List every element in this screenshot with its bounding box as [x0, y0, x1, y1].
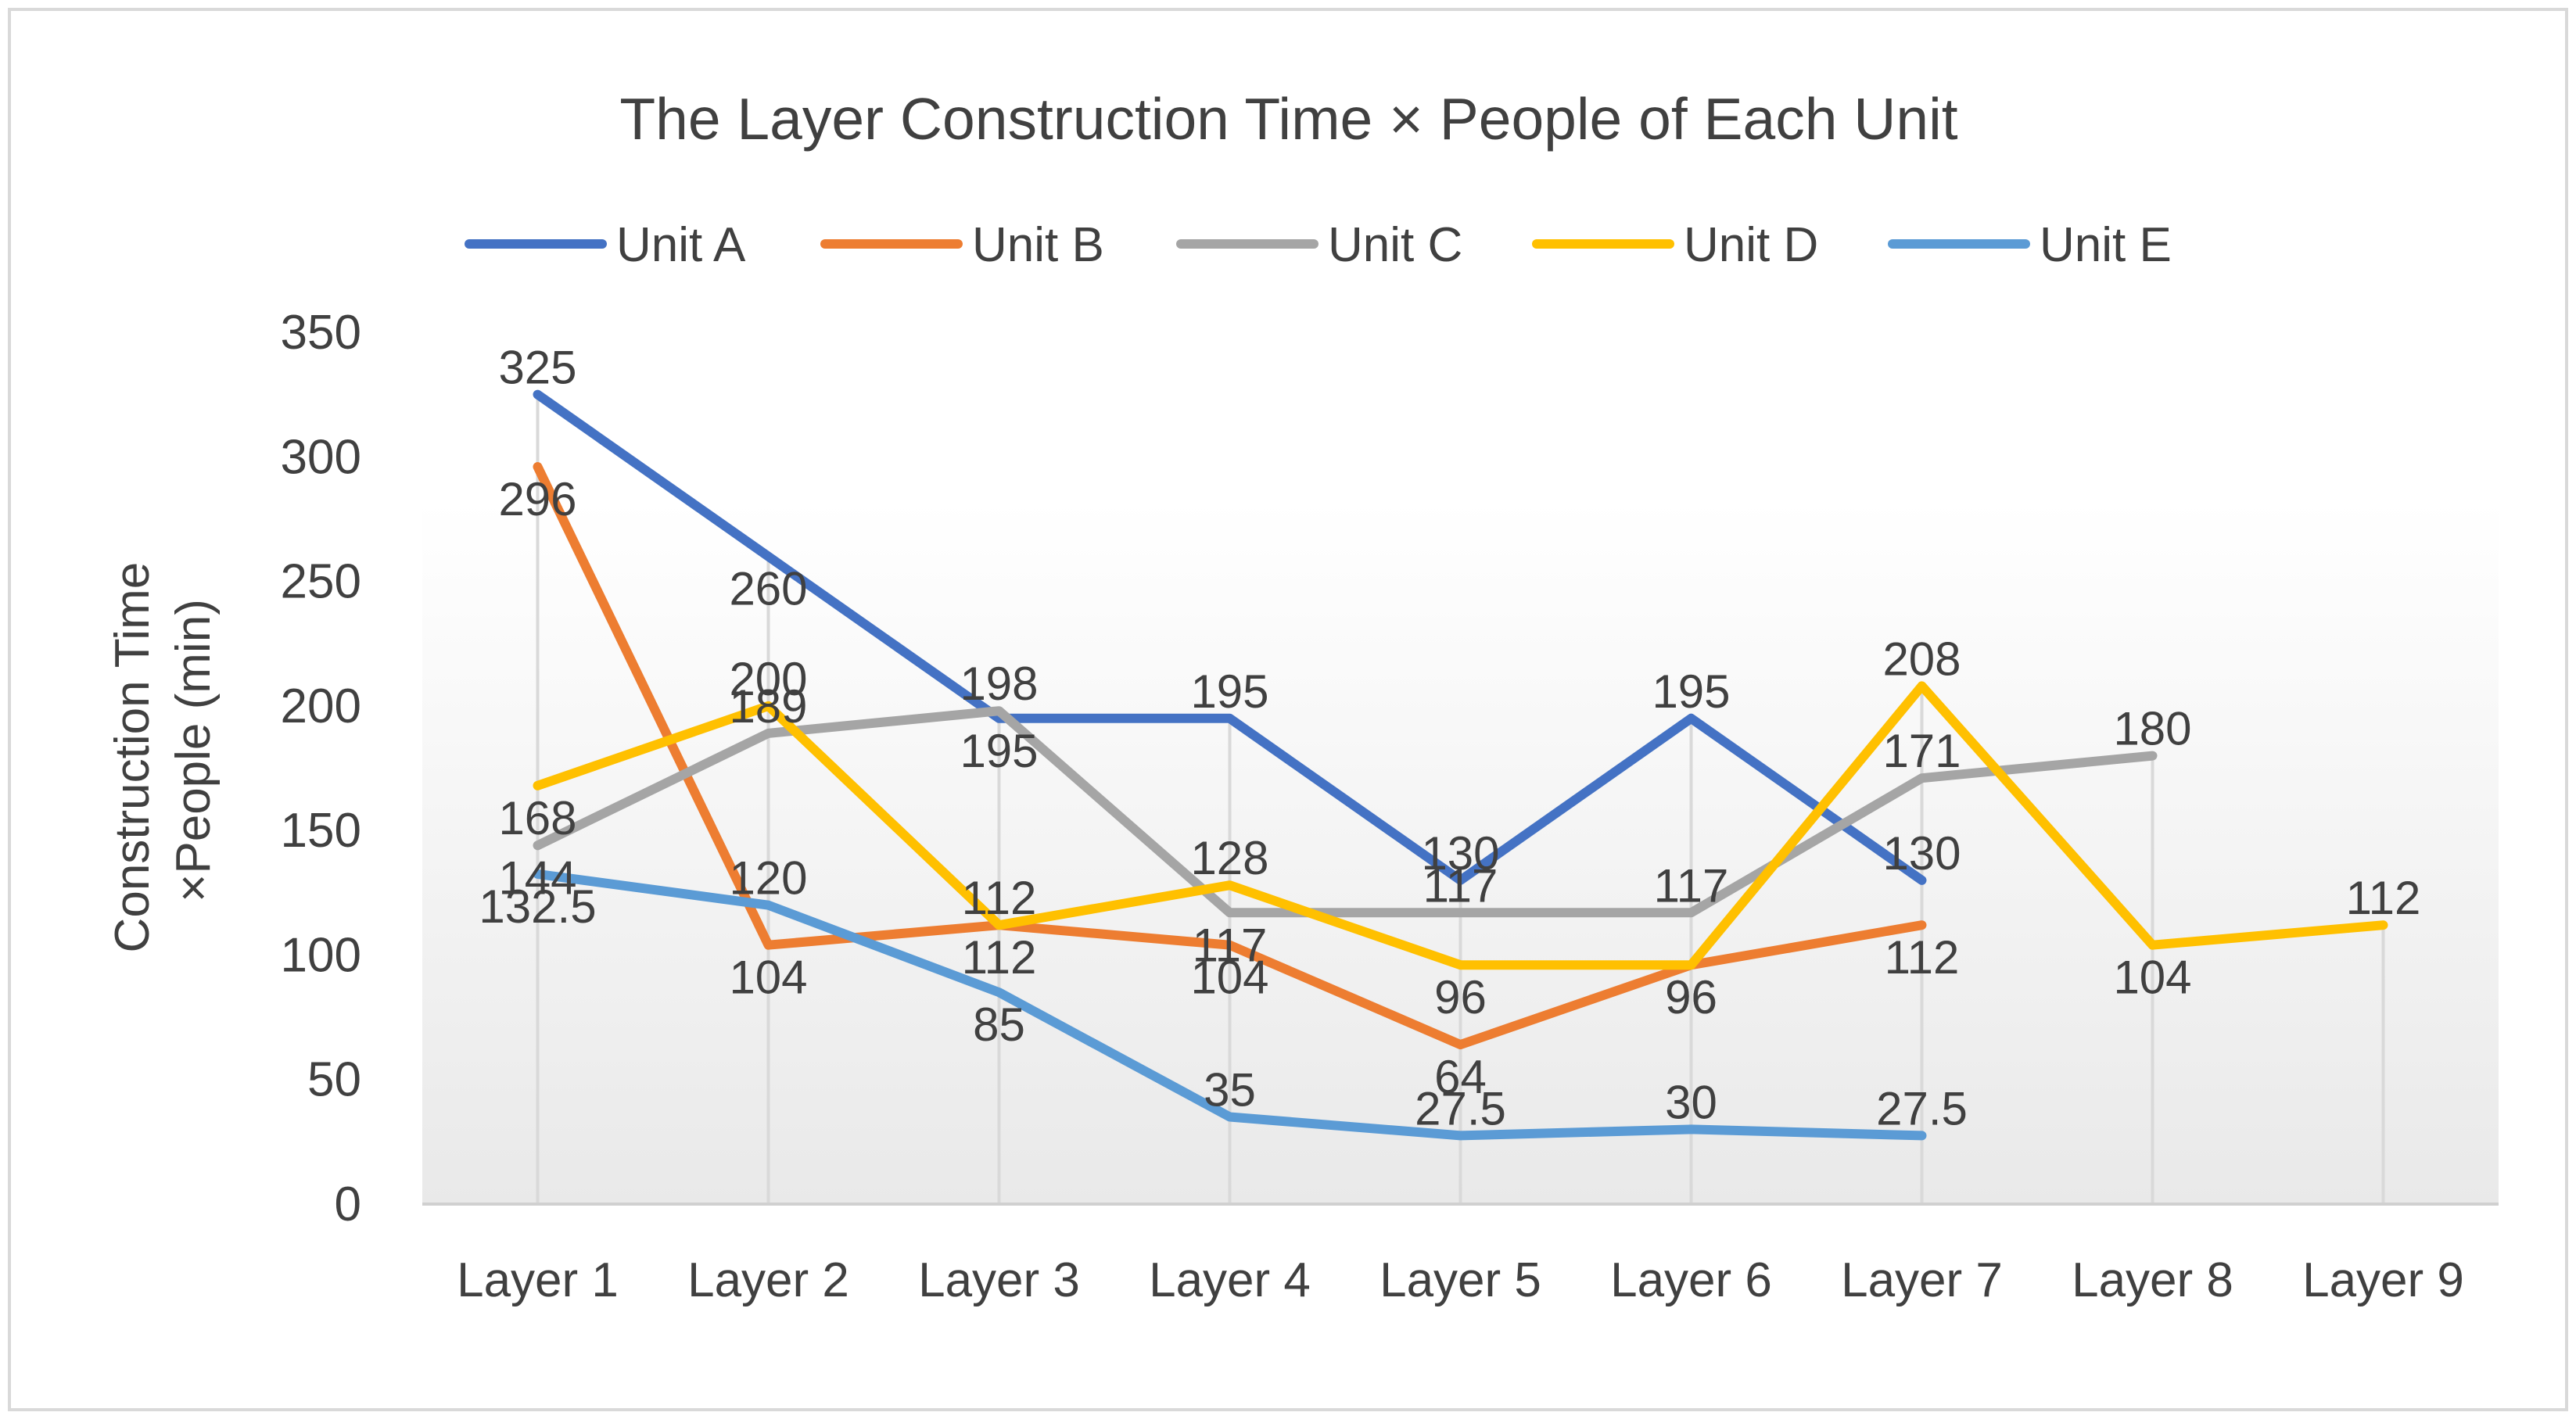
data-label: 35	[1204, 1064, 1256, 1117]
y-tick-label: 150	[281, 804, 361, 858]
data-label: 195	[960, 725, 1038, 777]
data-label: 128	[1190, 832, 1268, 884]
series-line-unit-c	[533, 706, 2158, 918]
data-labels: 325 260 195 195 130 195 130 296 104 112 104 64 96 112…	[479, 342, 2420, 1135]
x-tick-label: Layer 4	[1149, 1253, 1311, 1307]
data-label: 195	[1652, 665, 1730, 718]
legend-label-unit-e: Unit E	[2040, 218, 2172, 272]
y-tick-label: 350	[281, 306, 361, 360]
data-label: 112	[962, 872, 1037, 924]
x-tick-label: Layer 3	[918, 1253, 1080, 1307]
y-axis-label: Construction Time ×People (min)	[106, 549, 221, 953]
x-tick-label: Layer 8	[2072, 1253, 2233, 1307]
data-label: 104	[2113, 952, 2191, 1004]
y-tick-label: 200	[281, 679, 361, 733]
data-label: 112	[962, 931, 1037, 984]
data-label: 130	[1882, 827, 1961, 880]
y-axis-label-line-2: ×People (min)	[167, 599, 221, 902]
legend-label-unit-d: Unit D	[1684, 218, 1818, 272]
y-tick-label: 300	[281, 430, 361, 484]
data-label: 195	[1190, 665, 1268, 718]
chart-title: The Layer Construction Time × People of …	[619, 86, 1957, 152]
legend-label-unit-c: Unit C	[1328, 218, 1462, 272]
x-tick-label: Layer 1	[457, 1253, 619, 1307]
data-label: 260	[729, 563, 807, 615]
legend-label-unit-a: Unit A	[616, 218, 746, 272]
data-label: 168	[498, 792, 576, 844]
x-tick-label: Layer 6	[1610, 1253, 1772, 1307]
data-label: 117	[1193, 919, 1268, 971]
data-label: 27.5	[1415, 1082, 1506, 1134]
data-label: 171	[1882, 725, 1961, 777]
data-label: 96	[1665, 971, 1717, 1023]
data-label: 120	[729, 852, 807, 905]
x-tick-label: Layer 5	[1379, 1253, 1541, 1307]
data-label: 180	[2113, 703, 2191, 755]
data-label: 296	[498, 473, 576, 525]
data-label: 189	[729, 680, 807, 733]
series-line-unit-e	[533, 869, 1927, 1141]
data-label: 325	[498, 342, 576, 394]
data-label: 85	[973, 998, 1025, 1051]
data-label: 117	[1423, 859, 1498, 912]
y-tick-label: 50	[307, 1053, 361, 1107]
y-tick-label: 0	[335, 1177, 361, 1231]
y-tick-label: 100	[281, 928, 361, 982]
data-label: 144	[498, 851, 576, 904]
data-label: 104	[729, 952, 807, 1004]
x-tick-label: Layer 2	[687, 1253, 849, 1307]
data-label: 104	[1190, 952, 1268, 1004]
series-lines	[533, 389, 2388, 1141]
data-label: 132.5	[479, 880, 596, 933]
data-label: 30	[1665, 1076, 1717, 1128]
y-tick-label: 250	[281, 555, 361, 609]
x-axis-ticks: Layer 1 Layer 2 Layer 3 Layer 4 Layer 5 Layer…	[457, 1253, 2464, 1307]
data-label: 96	[1665, 971, 1717, 1023]
y-axis-ticks: 0 50 100 150 200 250 300 350	[281, 306, 361, 1231]
drop-lines	[536, 394, 2385, 1204]
x-tick-label: Layer 7	[1841, 1253, 2003, 1307]
data-label: 96	[1434, 971, 1487, 1023]
data-label: 208	[1882, 633, 1961, 685]
y-axis-label-line-1: Construction Time	[106, 562, 160, 953]
data-label: 200	[729, 653, 807, 705]
data-label: 112	[2346, 872, 2421, 924]
series-line-unit-a	[533, 389, 1927, 885]
data-label: 27.5	[1876, 1082, 1968, 1134]
data-label: 64	[1434, 1051, 1487, 1103]
data-label: 130	[1421, 827, 1499, 880]
legend: Unit A Unit B Unit C Unit D Unit E	[465, 218, 2172, 272]
series-line-unit-d	[533, 681, 2388, 970]
x-tick-label: Layer 9	[2302, 1253, 2464, 1307]
data-label: 117	[1654, 859, 1729, 912]
legend-label-unit-b: Unit B	[972, 218, 1104, 272]
data-label: 198	[960, 658, 1038, 710]
data-label: 112	[1885, 931, 1960, 984]
